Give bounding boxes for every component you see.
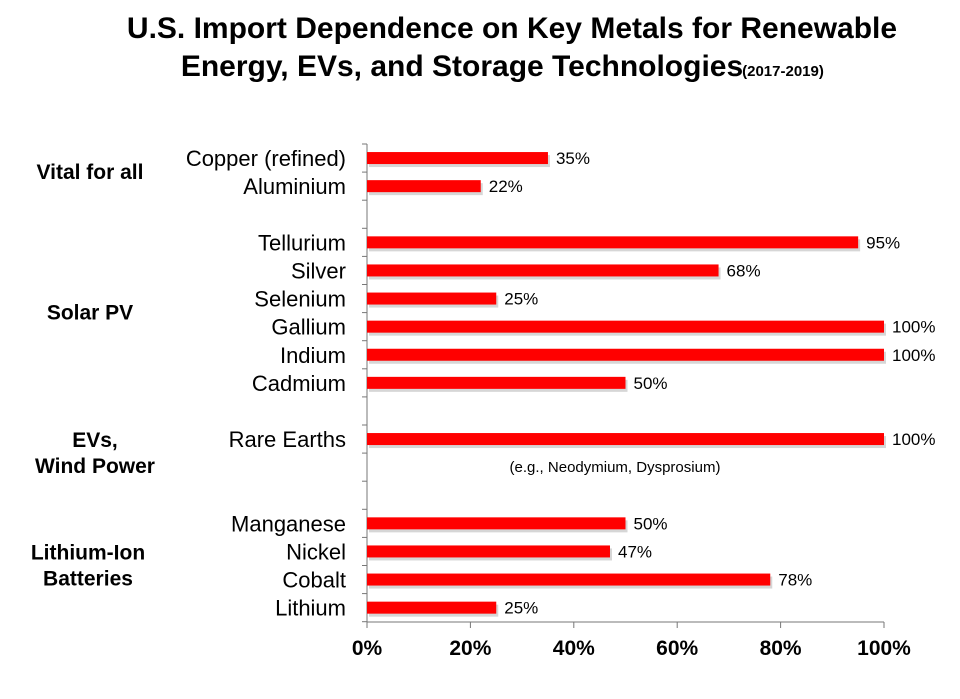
chart-title: U.S. Import Dependence on Key Metals for… [127, 12, 897, 83]
value-label: 25% [504, 599, 538, 618]
x-tick-label: 100% [857, 637, 911, 660]
value-label: 50% [634, 374, 668, 393]
value-label: 95% [866, 233, 900, 252]
plot-area: 0% 20% 40% 60% 80% 100% Copper (refined) 35% Alu… [31, 143, 935, 660]
value-label: 100% [892, 430, 935, 449]
value-label: 100% [892, 346, 935, 365]
bar [367, 433, 884, 446]
bar [367, 545, 610, 558]
bar [367, 348, 884, 361]
bar [367, 264, 719, 277]
value-label: 35% [556, 149, 590, 168]
x-tick-label: 40% [553, 637, 595, 660]
value-label: 25% [504, 290, 538, 309]
bar [367, 601, 497, 614]
group-label: Batteries [43, 568, 133, 591]
category-label: Gallium [271, 315, 346, 340]
x-tick-label: 0% [352, 637, 383, 660]
category-label: Copper (refined) [186, 146, 346, 171]
bar [367, 573, 771, 586]
value-label: 100% [892, 318, 935, 337]
annotation-text: (e.g., Neodymium, Dysprosium) [510, 459, 721, 476]
category-label: Manganese [231, 511, 346, 536]
category-label: Cadmium [252, 371, 346, 396]
category-label: Tellurium [258, 230, 346, 255]
value-label: 78% [778, 571, 812, 590]
x-tick-label: 80% [760, 637, 802, 660]
chart-title-line-2: Energy, EVs, and Storage Technologies [181, 50, 743, 83]
category-label: Cobalt [282, 568, 346, 593]
bar [367, 180, 481, 193]
bar [367, 517, 626, 530]
value-label: 47% [618, 542, 652, 561]
group-label: Wind Power [35, 455, 155, 478]
category-label: Lithium [275, 596, 346, 621]
value-label: 22% [489, 177, 523, 196]
group-label: Vital for all [37, 161, 144, 184]
category-label: Silver [291, 258, 346, 283]
bar [367, 376, 626, 389]
bar [367, 236, 859, 249]
category-label: Nickel [286, 539, 346, 564]
value-label: 50% [634, 514, 668, 533]
group-label: Lithium-Ion [31, 542, 145, 565]
bar [367, 292, 497, 305]
category-label: Aluminium [243, 174, 346, 199]
x-tick-label: 60% [656, 637, 698, 660]
category-label: Rare Earths [229, 427, 346, 452]
group-label: Solar PV [47, 302, 133, 325]
value-label: 68% [727, 261, 761, 280]
chart-title-period: (2017-2019) [742, 63, 824, 80]
category-label: Indium [280, 343, 346, 368]
chart-title-line-1: U.S. Import Dependence on Key Metals for… [127, 12, 897, 45]
category-label: Selenium [254, 287, 346, 312]
group-label: EVs, [72, 429, 118, 452]
x-tick-label: 20% [449, 637, 491, 660]
bar [367, 152, 548, 165]
bar [367, 320, 884, 333]
